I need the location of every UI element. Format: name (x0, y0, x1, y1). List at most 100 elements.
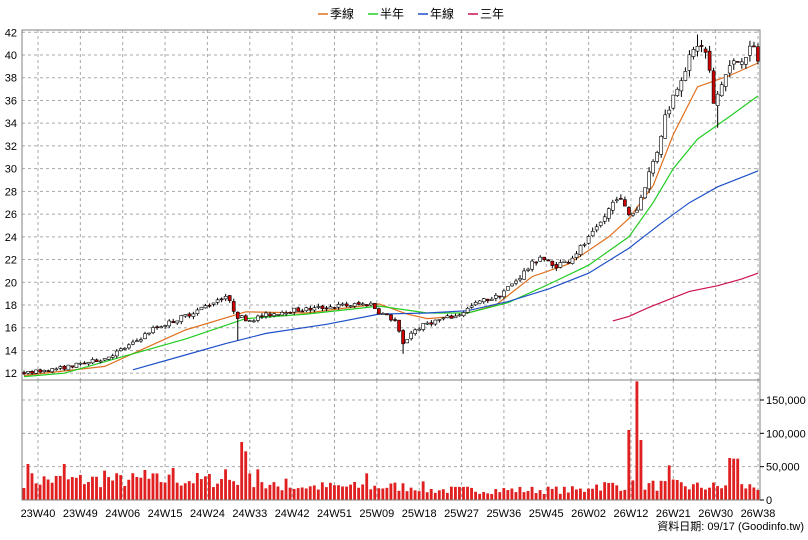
price-tick-label: 18 (5, 300, 17, 312)
candle-up (409, 332, 413, 340)
volume-bar (216, 483, 219, 500)
volume-bar (361, 484, 365, 500)
price-tick-label: 38 (5, 73, 17, 85)
candle-down (550, 260, 555, 266)
volume-bar (462, 486, 465, 500)
volume-bar (526, 491, 530, 500)
volume-bar (175, 482, 179, 500)
volume-bar (240, 442, 244, 500)
volume-bar (595, 484, 598, 500)
candle-up (687, 54, 692, 71)
candle-up (110, 355, 115, 358)
candle-up (514, 280, 518, 284)
candle-up (562, 260, 567, 263)
volume-bar (324, 487, 328, 500)
volume-bar (300, 487, 304, 500)
volume-bar (377, 488, 381, 500)
candle-down (623, 199, 627, 207)
candle-up (58, 366, 63, 369)
candle-up (413, 329, 418, 334)
volume-bar (151, 473, 155, 500)
week-tick-label: 24W24 (190, 508, 225, 520)
volume-bar (607, 482, 611, 500)
price-tick-label: 16 (5, 323, 17, 335)
candle-up (211, 302, 216, 305)
candle-up (118, 348, 123, 352)
candle-up (663, 114, 668, 139)
candle-down (82, 362, 87, 365)
volume-bar (736, 458, 740, 500)
volume-bar (724, 485, 728, 500)
candle-up (522, 270, 526, 280)
ma-3year-line (612, 272, 759, 322)
volume-bar (349, 484, 352, 500)
candle-down (155, 326, 159, 329)
week-tick-label: 25W09 (359, 508, 394, 520)
volume-bar (518, 486, 522, 500)
candle-up (691, 49, 696, 57)
volume-bar (369, 489, 373, 500)
candle-down (22, 372, 26, 375)
candle-down (94, 359, 99, 362)
ma-quarter-line (23, 62, 759, 377)
volume-bar (155, 473, 159, 500)
candle-up (199, 306, 204, 311)
volume-bar (498, 492, 502, 500)
candle-up (518, 278, 522, 281)
candle-up (248, 320, 252, 322)
price-tick-label: 32 (5, 141, 17, 153)
price-gridlines (22, 30, 760, 380)
chart-legend: 季線 半年 年線 三年 (318, 6, 504, 21)
candle-up (453, 315, 458, 319)
price-tick-label: 28 (5, 186, 17, 198)
candle-up (223, 296, 228, 300)
volume-bar (514, 492, 518, 500)
volume-bar (308, 486, 312, 500)
candle-up (469, 305, 474, 308)
volume-bar (409, 487, 413, 500)
candle-up (292, 307, 297, 313)
volume-bar (252, 487, 256, 500)
candle-up (352, 303, 357, 307)
candle-up (191, 313, 196, 317)
week-tick-label: 25W27 (444, 508, 479, 520)
volume-bar (502, 488, 506, 500)
candle-up (159, 326, 163, 329)
volume-bar (365, 473, 369, 500)
volume-bar (623, 489, 627, 500)
week-tick-label: 24W33 (232, 508, 267, 520)
volume-bar (486, 493, 490, 500)
candle-down (619, 198, 623, 200)
volume-bar (58, 475, 62, 500)
volume-bar (256, 469, 260, 500)
volume-bar (510, 488, 514, 500)
week-tick-label: 25W18 (402, 508, 437, 520)
candle-up (86, 362, 91, 365)
candle-down (389, 314, 393, 321)
candle-down (756, 46, 760, 62)
candle-up (602, 216, 607, 222)
volume-bar (712, 482, 715, 500)
volume-tick-label: 50,000 (766, 462, 800, 474)
candle-up (631, 212, 635, 216)
candle-up (465, 307, 470, 313)
volume-bar (700, 487, 703, 500)
volume-bar (558, 493, 562, 500)
candle-up (598, 221, 603, 226)
legend-label-3: 三年 (480, 7, 504, 21)
price-tick-label: 36 (5, 95, 17, 107)
candle-up (381, 313, 385, 315)
volume-bar (583, 491, 586, 500)
candle-down (449, 315, 454, 319)
candle-up (143, 333, 147, 339)
candle-up (510, 283, 514, 287)
volume-bar (163, 482, 167, 500)
week-axis-ticks: 23W40 23W49 24W06 24W15 24W24 24W33 24W42 24W51… (21, 508, 776, 520)
candle-up (526, 268, 530, 271)
volume-bar (494, 489, 498, 500)
candle-up (239, 315, 244, 318)
candle-up (276, 314, 280, 316)
volume-bar (70, 477, 74, 500)
candle-down (401, 330, 405, 345)
